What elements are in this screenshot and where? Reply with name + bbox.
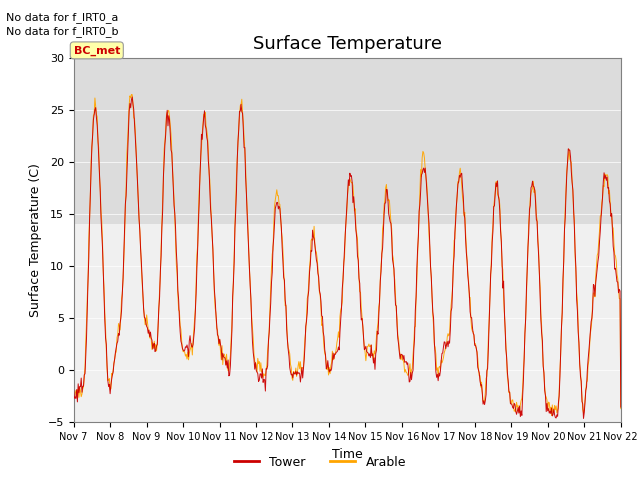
Text: No data for f_IRT0_a: No data for f_IRT0_a (6, 12, 119, 23)
Bar (74, 58, 621, 224)
Text: No data for f_IRT0_b: No data for f_IRT0_b (6, 26, 119, 37)
Text: BC_met: BC_met (74, 45, 120, 56)
X-axis label: Time: Time (332, 448, 363, 461)
Legend: Tower, Arable: Tower, Arable (229, 451, 411, 474)
Title: Surface Temperature: Surface Temperature (253, 35, 442, 53)
Y-axis label: Surface Temperature (C): Surface Temperature (C) (29, 163, 42, 317)
